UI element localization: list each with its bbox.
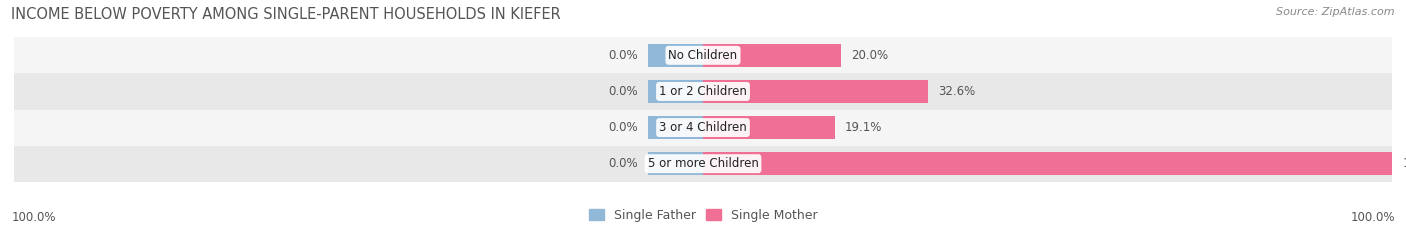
Text: 0.0%: 0.0% bbox=[607, 85, 637, 98]
Text: 100.0%: 100.0% bbox=[1402, 157, 1406, 170]
Text: 5 or more Children: 5 or more Children bbox=[648, 157, 758, 170]
Text: 0.0%: 0.0% bbox=[607, 49, 637, 62]
Bar bbox=[14, 110, 1392, 146]
Text: 32.6%: 32.6% bbox=[938, 85, 976, 98]
Bar bbox=[648, 116, 703, 139]
Bar bbox=[703, 152, 1392, 175]
Bar bbox=[14, 146, 1392, 182]
Bar bbox=[648, 44, 703, 67]
Text: Source: ZipAtlas.com: Source: ZipAtlas.com bbox=[1277, 7, 1395, 17]
Text: 19.1%: 19.1% bbox=[845, 121, 883, 134]
Text: 1 or 2 Children: 1 or 2 Children bbox=[659, 85, 747, 98]
Bar bbox=[648, 80, 703, 103]
Bar bbox=[703, 116, 835, 139]
Bar bbox=[648, 152, 703, 175]
Text: 100.0%: 100.0% bbox=[1350, 211, 1395, 224]
Bar bbox=[14, 73, 1392, 110]
Bar bbox=[703, 80, 928, 103]
Text: INCOME BELOW POVERTY AMONG SINGLE-PARENT HOUSEHOLDS IN KIEFER: INCOME BELOW POVERTY AMONG SINGLE-PARENT… bbox=[11, 7, 561, 22]
Legend: Single Father, Single Mother: Single Father, Single Mother bbox=[583, 204, 823, 227]
Bar bbox=[14, 37, 1392, 73]
Text: 20.0%: 20.0% bbox=[851, 49, 889, 62]
Text: 0.0%: 0.0% bbox=[607, 121, 637, 134]
Text: 100.0%: 100.0% bbox=[11, 211, 56, 224]
Text: No Children: No Children bbox=[668, 49, 738, 62]
Text: 0.0%: 0.0% bbox=[607, 157, 637, 170]
Bar bbox=[703, 44, 841, 67]
Text: 3 or 4 Children: 3 or 4 Children bbox=[659, 121, 747, 134]
